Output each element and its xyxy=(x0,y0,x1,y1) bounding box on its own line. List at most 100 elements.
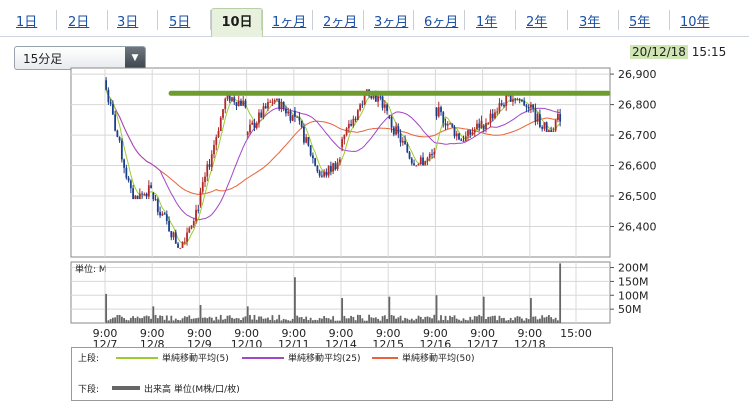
volume-bar xyxy=(271,315,274,323)
candle-body xyxy=(426,157,429,161)
legend-volume-swatch xyxy=(112,386,140,390)
volume-bar xyxy=(343,315,346,323)
candle-body xyxy=(329,165,332,172)
tab-2[interactable]: 3日 xyxy=(117,15,139,30)
candle-body xyxy=(359,104,362,111)
tab-3[interactable]: 5日 xyxy=(169,15,191,30)
volume-bar xyxy=(222,319,224,323)
volume-bar xyxy=(235,317,238,323)
volume-bar xyxy=(480,316,483,323)
candle-body xyxy=(489,113,492,123)
candle-body xyxy=(120,140,123,160)
volume-bar xyxy=(183,316,186,323)
volume-bar xyxy=(509,317,512,323)
candle-body xyxy=(374,93,377,102)
volume-bar xyxy=(136,316,139,323)
candle-body xyxy=(332,163,335,172)
candle-body xyxy=(285,108,287,114)
candle-body xyxy=(159,212,161,216)
candle-body xyxy=(147,185,150,197)
volume-bar xyxy=(370,317,373,323)
candle-body xyxy=(253,122,256,128)
volume-bar xyxy=(163,319,166,323)
candle-body xyxy=(471,132,474,135)
volume-bar xyxy=(478,314,481,323)
volume-bar xyxy=(383,315,386,323)
x-tick-time: 15:00 xyxy=(560,327,592,340)
tab-4[interactable]: 10日 xyxy=(211,8,263,37)
candle-body xyxy=(210,154,213,167)
volume-bar xyxy=(460,320,463,323)
volume-bar xyxy=(118,314,121,323)
tab-8[interactable]: 6ヶ月 xyxy=(424,15,459,30)
tab-7[interactable]: 3ヶ月 xyxy=(374,15,409,30)
tab-separator xyxy=(261,10,262,30)
volume-bar xyxy=(541,315,544,323)
candle-body xyxy=(318,171,321,176)
candle-body xyxy=(446,123,449,126)
volume-bar xyxy=(496,320,499,323)
volume-bar xyxy=(422,319,424,323)
candle-body xyxy=(361,104,364,106)
price-tick-label: 26,500 xyxy=(618,190,657,203)
volume-bar xyxy=(345,318,348,323)
candle-body xyxy=(356,110,359,121)
candle-body xyxy=(134,195,137,200)
tab-5[interactable]: 1ヶ月 xyxy=(272,15,307,30)
volume-bar xyxy=(228,315,231,323)
volume-bar xyxy=(500,318,503,323)
candle-body xyxy=(174,232,177,244)
volume-bar xyxy=(543,317,546,323)
volume-bar xyxy=(246,306,249,323)
volume-bar xyxy=(505,320,508,323)
tab-9[interactable]: 1年 xyxy=(476,15,498,30)
candle-body xyxy=(224,98,227,110)
candle-body xyxy=(273,99,276,102)
candle-body xyxy=(255,123,258,128)
volume-bar xyxy=(347,318,350,323)
candle-body xyxy=(199,191,202,206)
volume-bar xyxy=(159,315,161,323)
price-tick-label: 26,600 xyxy=(618,160,657,173)
period-tab-bar: 1日 2日 3日 5日 10日 1ヶ月 2ヶ月 3ヶ月 6ヶ月 1年 2年 3年 5年 10年 xyxy=(0,0,749,37)
candle-body xyxy=(370,96,373,99)
candle-body xyxy=(545,122,548,133)
candle-body xyxy=(381,96,384,108)
candle-body xyxy=(132,188,134,200)
candle-body xyxy=(320,175,323,177)
candle-body xyxy=(240,100,242,106)
tab-12[interactable]: 5年 xyxy=(629,15,651,30)
volume-bar xyxy=(473,316,476,323)
candle-body xyxy=(208,164,211,167)
volume-bar xyxy=(406,318,409,323)
candle-body xyxy=(377,96,379,102)
volume-bar xyxy=(318,317,321,323)
candle-body xyxy=(399,133,402,143)
candle-body xyxy=(419,157,422,164)
tab-6[interactable]: 2ヶ月 xyxy=(323,15,358,30)
volume-bar xyxy=(523,320,526,323)
tab-1[interactable]: 2日 xyxy=(68,15,90,30)
volume-bar xyxy=(145,315,148,323)
tab-separator xyxy=(362,10,364,30)
volume-bar xyxy=(516,316,519,323)
volume-bar xyxy=(206,318,209,323)
candle-body xyxy=(491,113,494,119)
tab-11[interactable]: 3年 xyxy=(579,15,601,30)
candle-body xyxy=(190,225,193,229)
volume-bar xyxy=(365,320,368,323)
volume-bar xyxy=(210,317,213,323)
tab-10[interactable]: 2年 xyxy=(526,15,548,30)
volume-bar xyxy=(548,315,550,323)
candle-body xyxy=(136,195,139,200)
candle-body xyxy=(523,100,526,106)
tab-13[interactable]: 10年 xyxy=(680,15,710,30)
volume-bar xyxy=(507,320,510,323)
chevron-down-icon[interactable]: ▼ xyxy=(125,47,145,69)
candle-body xyxy=(228,95,231,101)
candle-body xyxy=(116,130,119,137)
tab-0[interactable]: 1日 xyxy=(16,15,38,30)
candle-body xyxy=(541,127,544,129)
volume-bar xyxy=(188,315,191,323)
